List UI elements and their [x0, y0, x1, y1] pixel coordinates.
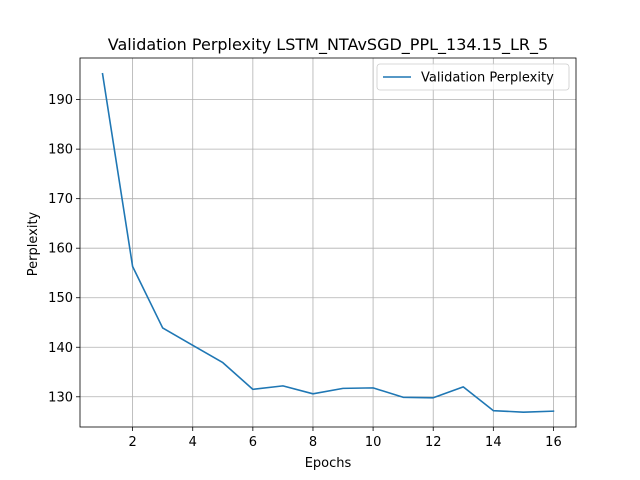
series-line [101, 72, 555, 413]
x-tick-label: 8 [309, 435, 317, 450]
y-tick-label: 150 [48, 291, 73, 306]
y-tick-label: 140 [48, 341, 73, 356]
y-tick-label: 190 [48, 93, 73, 108]
legend-box [376, 63, 570, 91]
x-axis-label: Epochs [305, 456, 352, 471]
x-tick-label: 14 [485, 435, 502, 450]
x-tick-label: 12 [425, 435, 442, 450]
y-tick-label: 130 [48, 390, 73, 405]
x-tick-label: 2 [128, 435, 136, 450]
x-axis: 2 4 6 8 10 12 14 16 [128, 427, 562, 450]
plot-frame [79, 57, 577, 428]
legend-entry: Validation Perplexity [421, 71, 554, 86]
x-tick-label: 4 [189, 435, 197, 450]
series-layer [101, 72, 555, 413]
x-tick-label: 16 [545, 435, 562, 450]
x-tick-label: 10 [365, 435, 382, 450]
y-tick-label: 160 [48, 242, 73, 257]
chart-title: Validation Perplexity LSTM_NTAvSGD_PPL_1… [108, 35, 548, 55]
x-tick-label: 6 [249, 435, 257, 450]
legend: Validation Perplexity [376, 63, 570, 91]
y-axis: 130 140 150 160 170 180 190 [48, 93, 80, 405]
grid [80, 58, 576, 427]
y-axis-label: Perplexity [26, 211, 41, 276]
y-tick-label: 170 [48, 192, 73, 207]
y-tick-label: 180 [48, 143, 73, 158]
